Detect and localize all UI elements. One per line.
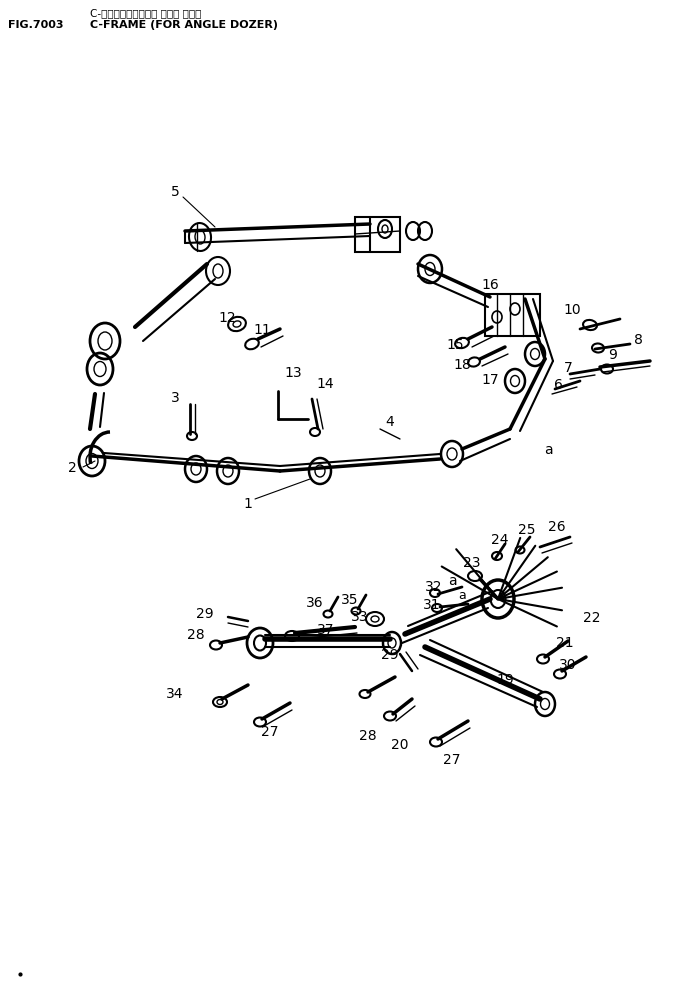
Text: a: a [544,442,552,456]
Text: 37: 37 [317,622,335,636]
Text: 21: 21 [556,635,574,649]
Text: 28: 28 [359,729,377,743]
Text: 12: 12 [219,311,236,325]
Text: 5: 5 [171,185,179,199]
Text: C-フレーム（アングル ドーザ ヨウ）: C-フレーム（アングル ドーザ ヨウ） [90,8,201,18]
Text: 29: 29 [196,606,214,620]
Text: 26: 26 [548,520,566,534]
Bar [355,218,400,252]
Text: 35: 35 [341,592,359,606]
Text: 18: 18 [453,358,471,372]
Text: 16: 16 [481,277,499,291]
Text: 20: 20 [391,738,409,751]
Text: 32: 32 [425,580,443,593]
Text: C-FRAME (FOR ANGLE DOZER): C-FRAME (FOR ANGLE DOZER) [90,20,278,30]
Text: 1: 1 [244,496,253,511]
Text: 3: 3 [171,391,179,405]
Text: 10: 10 [563,303,581,317]
Text: 8: 8 [634,333,643,347]
Text: 27: 27 [443,752,461,766]
Text: 17: 17 [481,373,499,387]
Text: 34: 34 [166,686,184,701]
Text: 6: 6 [553,378,562,392]
Text: 36: 36 [306,595,324,609]
Text: 11: 11 [253,323,271,337]
Text: 24: 24 [491,533,509,547]
Text: 13: 13 [284,366,302,380]
Text: 23: 23 [463,556,481,570]
Text: 19: 19 [496,672,514,686]
Text: 27: 27 [261,725,279,739]
Text: 9: 9 [608,348,617,362]
Text: 30: 30 [559,657,577,671]
Text: 28: 28 [187,627,205,641]
Bar [485,294,540,337]
Text: 25: 25 [519,523,536,537]
Text: 2: 2 [68,460,76,474]
Text: 29: 29 [381,647,399,661]
Text: 33: 33 [351,609,369,623]
Text: 7: 7 [564,361,573,375]
Text: 15: 15 [446,338,464,352]
Text: a: a [458,588,466,602]
Text: 14: 14 [316,377,334,391]
Text: a: a [448,574,456,587]
Text: FIG.7003: FIG.7003 [8,20,64,30]
Text: 22: 22 [583,610,601,624]
Text: 31: 31 [423,597,441,611]
Text: 4: 4 [386,414,395,428]
